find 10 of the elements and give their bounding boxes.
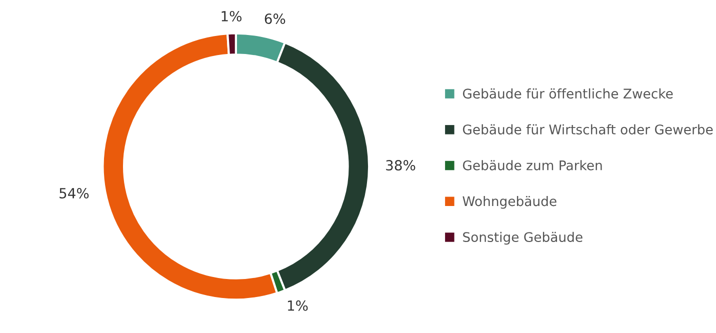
legend-label: Gebäude für öffentliche Zwecke: [462, 88, 673, 99]
data-label: 1%: [222, 10, 242, 22]
legend-label: Gebäude für Wirtschaft oder Gewerbe: [462, 124, 713, 134]
data-label: 1%: [288, 300, 308, 311]
data-label: 38%: [386, 160, 416, 171]
data-label: 54%: [60, 188, 89, 198]
legend-label: Wohngebäude: [462, 196, 556, 209]
data-label: 6%: [264, 14, 286, 24]
legend-label: Gebäude zum Parken: [462, 160, 602, 170]
legend-label: Sonstige Gebäude: [463, 232, 582, 245]
